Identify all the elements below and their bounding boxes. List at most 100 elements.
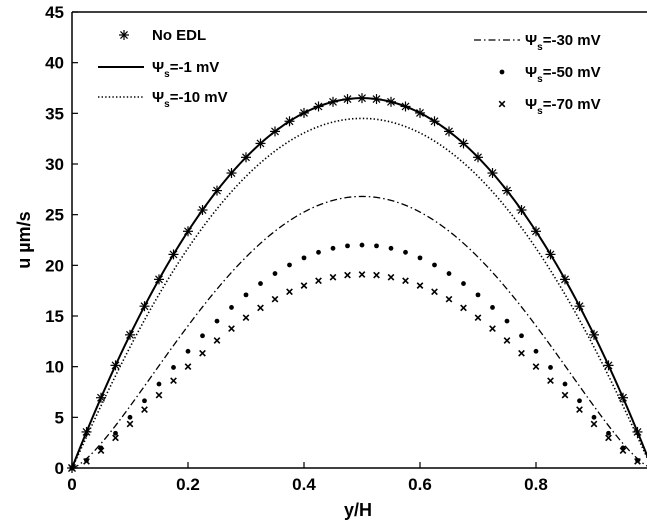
x-marker xyxy=(257,304,264,312)
y-tick-label: 40 xyxy=(45,54,64,73)
x-marker xyxy=(83,458,90,465)
dot-marker xyxy=(229,305,234,310)
dot-marker xyxy=(374,243,379,249)
x-tick-label: 0.6 xyxy=(408,475,432,494)
dot-marker xyxy=(446,271,452,276)
dot-marker xyxy=(475,292,481,298)
dot-marker xyxy=(548,365,553,370)
x-marker xyxy=(315,277,322,285)
dot-marker xyxy=(113,430,118,436)
series-3 xyxy=(71,195,647,469)
legend-label: Ψs=-50 mV xyxy=(525,64,601,85)
series-group xyxy=(67,93,647,473)
legend-label: Ψs=-1 mV xyxy=(152,59,219,80)
dot-marker xyxy=(606,430,611,436)
dot-marker xyxy=(330,245,336,251)
x-marker xyxy=(155,391,163,399)
legend-entry-2: Ψs=-10 mV xyxy=(98,89,228,110)
x-marker xyxy=(561,391,569,399)
x-marker xyxy=(634,458,641,465)
y-tick-label: 45 xyxy=(45,3,64,22)
x-marker xyxy=(97,447,105,454)
dot-marker xyxy=(504,318,510,324)
dot-marker xyxy=(533,348,539,354)
dot-marker xyxy=(185,348,191,354)
legend-entry-3: Ψs=-30 mV xyxy=(474,32,601,53)
dot-marker xyxy=(403,249,408,255)
x-marker xyxy=(300,282,308,289)
series-line xyxy=(71,117,647,469)
x-marker xyxy=(431,288,438,296)
x-marker xyxy=(605,434,612,442)
x-marker xyxy=(416,282,424,289)
dot-marker xyxy=(432,262,437,268)
x-tick-label: 0.4 xyxy=(292,475,316,494)
dot-marker xyxy=(214,318,220,324)
y-axis-title: u µm/s xyxy=(14,211,34,268)
x-marker xyxy=(532,363,540,371)
x-marker xyxy=(503,337,511,344)
dot-marker xyxy=(171,365,176,370)
x-marker xyxy=(242,314,250,322)
series-2 xyxy=(71,117,647,469)
series-1 xyxy=(71,97,647,469)
dot-marker xyxy=(388,245,394,251)
dot-marker xyxy=(490,305,495,310)
x-marker xyxy=(489,325,496,332)
x-marker xyxy=(373,271,380,279)
series-line xyxy=(71,97,647,469)
legend-entry-0: No EDL xyxy=(119,27,206,44)
x-marker xyxy=(445,295,453,303)
series-5 xyxy=(68,271,641,472)
x-axis-title: y/H xyxy=(344,500,372,520)
x-marker xyxy=(126,420,134,428)
x-marker xyxy=(170,377,177,385)
x-marker xyxy=(213,337,221,344)
x-marker xyxy=(619,447,627,454)
x-marker xyxy=(498,100,506,108)
legend: No EDL Ψs=-1 mV Ψs=-10 mV Ψs=-30 mV Ψs=-50 m… xyxy=(98,27,601,117)
dot-marker xyxy=(577,398,582,404)
dot-marker xyxy=(127,414,133,420)
x-marker xyxy=(590,420,598,428)
y-tick-label: 10 xyxy=(45,358,64,377)
y-tick-label: 15 xyxy=(45,307,64,326)
x-tick-label: 0.2 xyxy=(176,475,200,494)
y-tick-label: 25 xyxy=(45,206,64,225)
x-marker xyxy=(286,288,293,296)
dot-marker xyxy=(258,281,263,286)
dot-marker xyxy=(461,281,466,286)
dot-marker xyxy=(316,249,321,255)
legend-entry-5: Ψs=-70 mV xyxy=(498,96,601,117)
dot-marker xyxy=(345,243,350,249)
x-marker xyxy=(576,406,583,413)
axes-group: 0 5 10 15 20 25 30 35 40 45 0 0.2 0.4 0.6 0.8 xyxy=(45,3,647,494)
x-marker xyxy=(518,349,525,357)
plot-area xyxy=(72,12,647,468)
dot-marker xyxy=(272,271,278,276)
x-marker xyxy=(344,271,351,279)
legend-entry-4: Ψs=-50 mV xyxy=(499,64,601,85)
x-marker xyxy=(329,273,337,281)
dot-marker xyxy=(359,242,365,248)
legend-label: No EDL xyxy=(152,27,206,44)
x-marker xyxy=(199,349,206,357)
x-marker xyxy=(387,273,395,281)
asterisk-marker xyxy=(119,30,129,40)
legend-entry-1: Ψs=-1 mV xyxy=(98,59,219,80)
x-tick-label: 0.8 xyxy=(524,475,548,494)
y-tick-label: 35 xyxy=(45,104,64,123)
y-tick-label: 20 xyxy=(45,256,64,275)
y-tick-label: 0 xyxy=(55,459,64,478)
x-marker xyxy=(474,314,482,322)
x-marker xyxy=(547,377,554,385)
legend-label: Ψs=-70 mV xyxy=(525,96,601,117)
x-marker xyxy=(271,295,279,303)
dot-marker xyxy=(519,333,524,339)
x-marker xyxy=(112,434,119,442)
x-marker xyxy=(184,363,192,371)
series-line xyxy=(71,195,647,469)
dot-marker xyxy=(499,69,505,75)
dot-marker xyxy=(417,255,423,261)
